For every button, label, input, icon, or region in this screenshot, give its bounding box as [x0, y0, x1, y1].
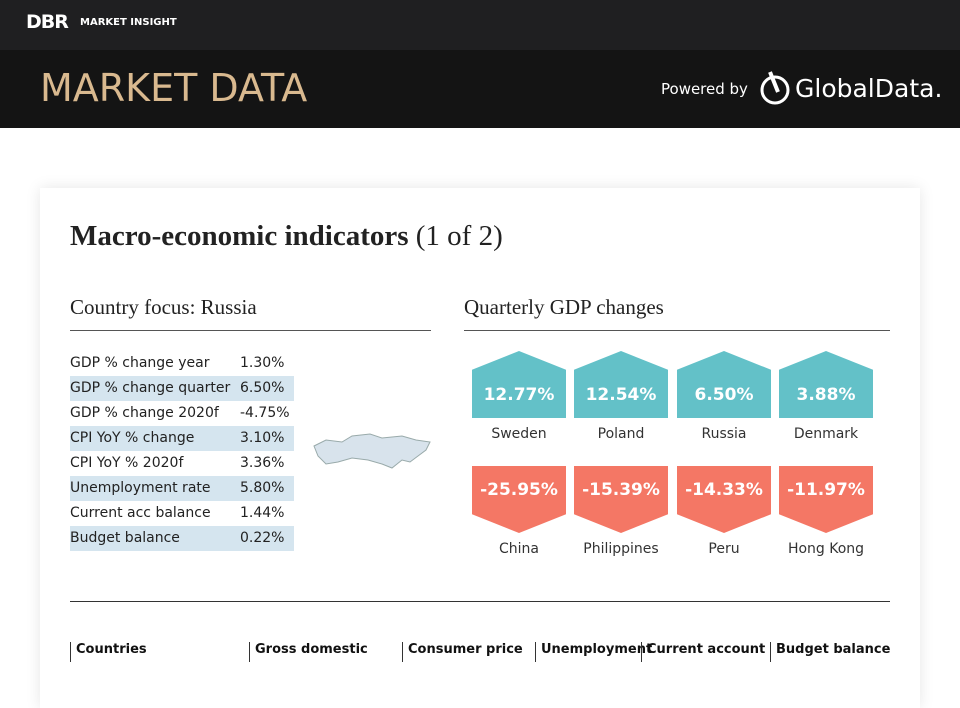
table-header: Current account: [641, 642, 765, 662]
page-title: MARKET DATA: [40, 66, 308, 110]
country-label: Peru: [708, 541, 740, 557]
card-title-main: Macro-economic indicators: [70, 220, 409, 252]
indicator-row: Budget balance 0.22%: [70, 526, 294, 551]
rule: [70, 330, 431, 331]
indicator-value: 6.50%: [240, 380, 285, 396]
section-heading: Country focus: Russia: [70, 295, 257, 319]
indicator-row: GDP % change year 1.30%: [70, 351, 294, 376]
indicator-value: 1.44%: [240, 505, 285, 521]
table-header: Consumer price: [402, 642, 523, 662]
indicator-value: 1.30%: [240, 355, 285, 371]
indicator-label: Budget balance: [70, 530, 180, 546]
country-label: Poland: [597, 426, 645, 442]
indicator-row: CPI YoY % change 3.10%: [70, 426, 294, 451]
indicator-label: CPI YoY % change: [70, 430, 195, 446]
table-header: Gross domestic: [249, 642, 368, 662]
rule: [70, 601, 890, 602]
card-title: Macro-economic indicators (1 of 2): [70, 220, 503, 253]
indicator-value: 3.36%: [240, 455, 285, 471]
powered-by: Powered by: [661, 80, 748, 98]
section-label[interactable]: MARKET INSIGHT: [80, 17, 177, 28]
indicator-label: CPI YoY % 2020f: [70, 455, 184, 471]
page: Market Data {"header":{"logo":"DBR","sec…: [0, 0, 960, 662]
brand-icon: [760, 71, 790, 105]
table-header: Countries: [70, 642, 147, 662]
indicator-label: GDP % change year: [70, 355, 210, 371]
indicator-label: GDP % change 2020f: [70, 405, 219, 421]
card-subtitle: (1 of 2): [415, 220, 503, 252]
country-label: Russia: [701, 426, 747, 442]
table-header: Budget balance: [770, 642, 890, 662]
indicator-row: GDP % change 2020f -4.75%: [70, 401, 294, 426]
brand[interactable]: GlobalData.: [795, 74, 943, 103]
table-header: Unemployment: [535, 642, 652, 662]
indicator-value: -4.75%: [240, 405, 290, 421]
section-heading: Quarterly GDP changes: [464, 295, 664, 319]
indicator-value: 5.80%: [240, 480, 285, 496]
indicator-row: Current acc balance 1.44%: [70, 501, 294, 526]
indicator-label: Unemployment rate: [70, 480, 211, 496]
country-label: Philippines: [583, 541, 659, 557]
country-label: Hong Kong: [787, 541, 865, 557]
title-band: MARKET DATA Powered by GlobalData.: [0, 50, 960, 128]
indicator-row: Unemployment rate 5.80%: [70, 476, 294, 501]
indicator-value: 3.10%: [240, 430, 285, 446]
indicator-row: CPI YoY % 2020f 3.36%: [70, 451, 294, 476]
country-label: Sweden: [491, 426, 547, 442]
indicator-label: Current acc balance: [70, 505, 211, 521]
indicator-value: 0.22%: [240, 530, 285, 546]
logo[interactable]: DBR: [26, 11, 69, 33]
indicator-label: GDP % change quarter: [70, 380, 231, 396]
gdp-tile: 6.50%: [677, 351, 771, 418]
country-map: [313, 433, 431, 469]
body: DBR MARKET INSIGHT MARKET DATA Powered b…: [0, 0, 960, 662]
rule: [464, 330, 890, 331]
indicator-row: GDP % change quarter 6.50%: [70, 376, 294, 401]
country-label: Denmark: [793, 426, 859, 442]
country-label: China: [499, 541, 539, 557]
top-bar: DBR MARKET INSIGHT: [0, 0, 960, 50]
